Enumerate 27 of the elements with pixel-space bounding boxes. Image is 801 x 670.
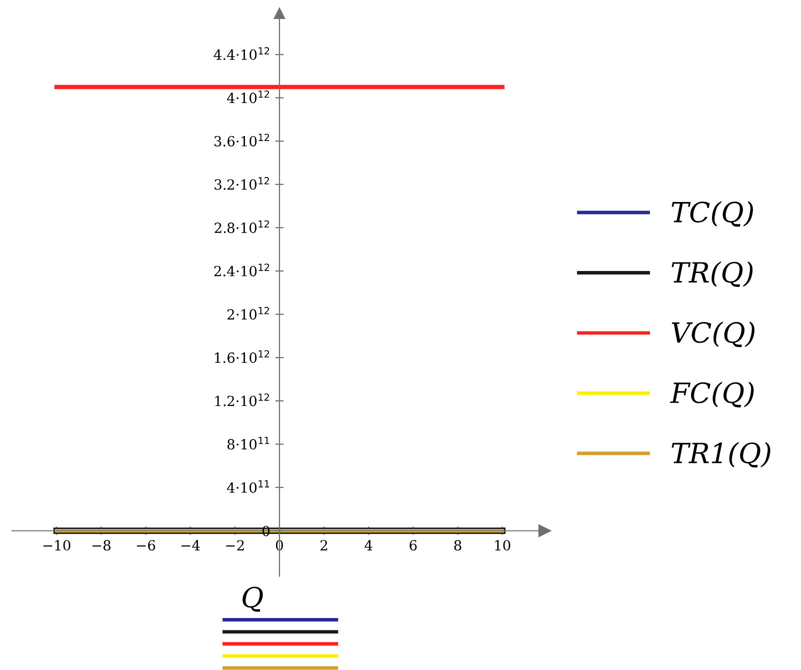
y-tick-label: 2.8·10$^{12}$ — [214, 220, 269, 234]
x-tick-label: 6 — [410, 540, 417, 551]
y-tick-label: 8·10$^{11}$ — [227, 436, 270, 450]
y-tick-label: 4·10$^{12}$ — [226, 90, 269, 104]
x-tick-label: −2 — [226, 540, 244, 550]
x-tick-label: −8 — [92, 540, 110, 551]
legend-label: FC(Q) — [670, 382, 754, 408]
x-tick-label: −10 — [43, 540, 70, 551]
x-tick-label: 8 — [454, 540, 462, 551]
x-tick-label: 10 — [495, 540, 510, 551]
y-tick-label: 3.6·10$^{12}$ — [214, 134, 270, 146]
legend-label: VC(Q) — [672, 322, 754, 348]
x-tick-label: 4 — [364, 540, 372, 550]
legend-label: TC(Q) — [672, 201, 753, 227]
y-tick-label: 1.2·10$^{12}$ — [215, 394, 269, 406]
x-tick-label: −6 — [136, 540, 156, 551]
y-tick-label: 2·10$^{12}$ — [227, 306, 269, 320]
legend-label: TR(Q) — [672, 261, 753, 287]
x-tick-label: −4 — [182, 540, 200, 550]
x-tick-label: 2 — [320, 540, 328, 550]
x-axis-title: Q — [242, 586, 263, 612]
y-tick-label: 3.2·10$^{12}$ — [214, 177, 269, 190]
y-tick-label: 1.6·10$^{12}$ — [215, 350, 270, 363]
y-tick-label: 2.4·10$^{12}$ — [214, 264, 270, 276]
legend-label: TR1(Q) — [672, 442, 770, 468]
y-tick-label: 4·10$^{11}$ — [226, 480, 270, 493]
y-tick-label: 4.4·10$^{12}$ — [214, 47, 270, 60]
